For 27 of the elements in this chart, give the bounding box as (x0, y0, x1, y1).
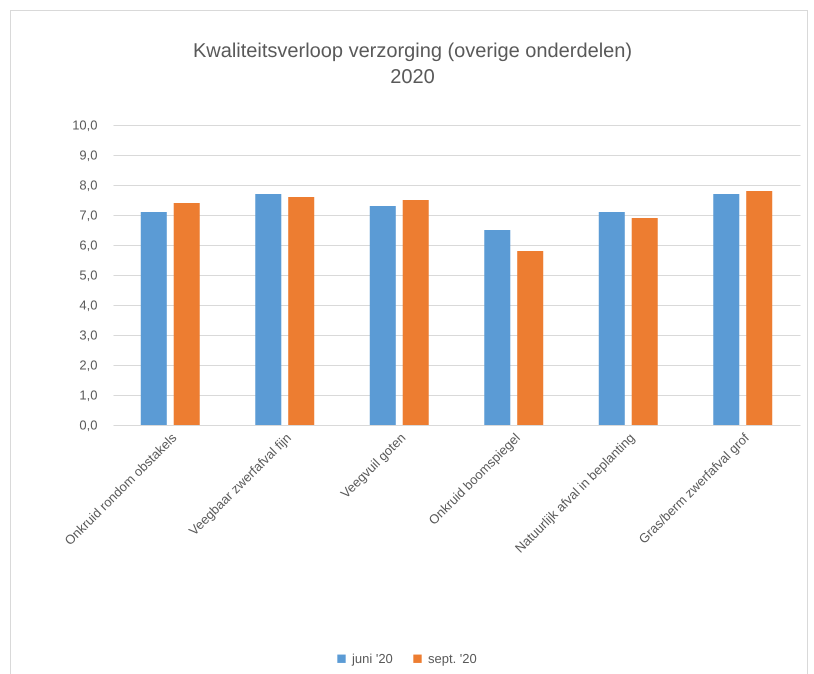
bar (174, 203, 200, 425)
bar (370, 206, 396, 425)
bar (713, 194, 740, 425)
bar (746, 191, 772, 425)
bar (140, 212, 167, 425)
y-tick-label: 10,0 (72, 118, 98, 132)
y-tick-label: 2,0 (79, 358, 98, 372)
bar (632, 218, 658, 425)
chart-title: Kwaliteitsverloop verzorging (overige onderdelen) (192, 40, 632, 62)
chart-subtitle: 2020 (390, 66, 435, 88)
y-tick-label: 1,0 (79, 388, 98, 402)
bar (288, 197, 314, 425)
legend-label: sept. '20 (428, 650, 477, 666)
bar (598, 212, 625, 425)
y-tick-label: 8,0 (79, 178, 98, 192)
bar (402, 200, 429, 425)
y-tick-label: 3,0 (79, 328, 98, 342)
bar (517, 251, 544, 425)
y-tick-label: 4,0 (79, 298, 98, 312)
y-tick-label: 7,0 (79, 208, 98, 222)
y-tick-label: 0,0 (79, 418, 98, 432)
y-tick-label: 5,0 (79, 268, 98, 282)
bar (255, 194, 282, 425)
legend-label: juni '20 (351, 650, 393, 666)
y-tick-label: 9,0 (79, 148, 98, 162)
bar (484, 230, 510, 425)
y-tick-label: 6,0 (79, 238, 98, 252)
